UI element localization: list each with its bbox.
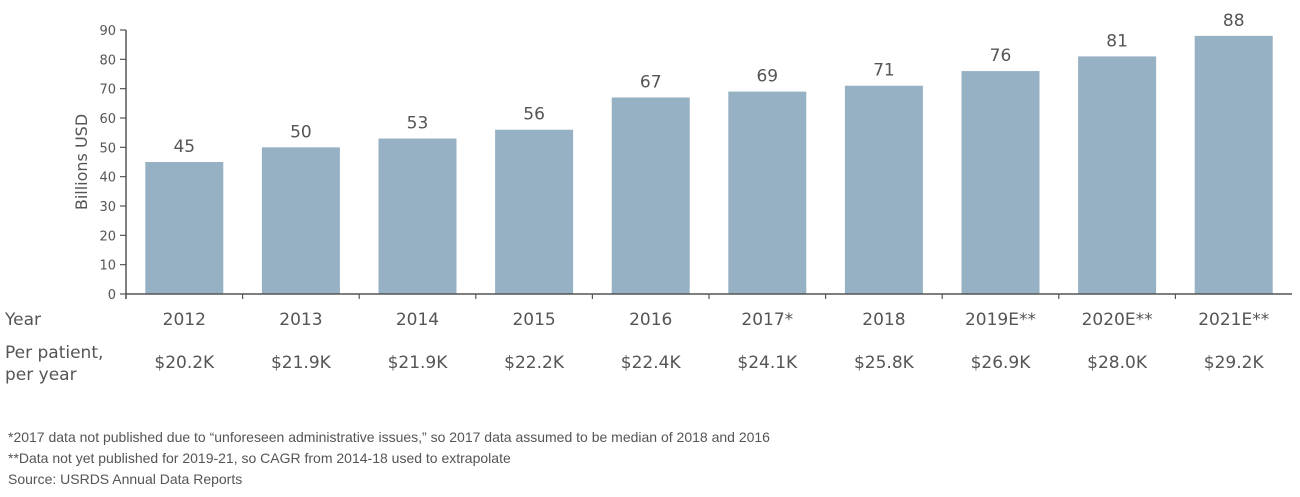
bar: [495, 129, 574, 294]
bar: [378, 138, 457, 294]
footnote-source: Source: USRDS Annual Data Reports: [8, 471, 243, 487]
bar: [611, 97, 690, 294]
row-label-per-year: per year: [5, 365, 77, 385]
data-label: 50: [290, 122, 312, 142]
bar: [728, 91, 807, 294]
y-tick-label: 50: [99, 141, 116, 156]
data-label: 53: [407, 114, 429, 134]
bar: [145, 162, 224, 294]
bar: [1194, 35, 1273, 294]
x-tick-label: 2018: [862, 310, 905, 330]
x-tick-label: 2021E**: [1198, 310, 1269, 330]
per-patient-value: $25.8K: [854, 353, 915, 373]
y-tick-label: 20: [99, 229, 116, 244]
x-tick-label: 2012: [163, 310, 206, 330]
bar: [961, 71, 1040, 294]
per-patient-value: $26.9K: [971, 353, 1032, 373]
y-tick-label: 30: [99, 200, 116, 215]
x-tick-label: 2020E**: [1082, 310, 1153, 330]
footnote-2017: *2017 data not published due to “unfores…: [8, 429, 770, 445]
data-label: 88: [1223, 11, 1245, 31]
data-label: 56: [523, 105, 545, 125]
y-axis-label: Billions USD: [72, 114, 91, 210]
y-tick-label: 70: [99, 83, 116, 98]
data-label: 67: [640, 72, 662, 92]
bar-chart: Billions USD Year Per patient, per year …: [4, 11, 1292, 385]
per-patient-value: $22.4K: [621, 353, 682, 373]
y-tick-label: 0: [108, 288, 116, 303]
row-label-year: Year: [4, 310, 41, 330]
bar: [1078, 56, 1157, 295]
per-patient-value: $28.0K: [1087, 353, 1148, 373]
y-tick-label: 80: [99, 53, 116, 68]
data-label: 81: [1106, 31, 1128, 51]
per-patient-value: $21.9K: [271, 353, 332, 373]
data-label: 45: [173, 137, 195, 157]
x-tick-label: 2015: [512, 310, 555, 330]
x-tick-label: 2016: [629, 310, 672, 330]
y-tick-label: 10: [99, 259, 116, 274]
y-tick-label: 60: [99, 112, 116, 127]
x-tick-label: 2014: [396, 310, 439, 330]
y-tick-label: 90: [99, 24, 116, 39]
bar: [261, 147, 340, 294]
x-tick-label: 2019E**: [965, 310, 1036, 330]
per-patient-value: $24.1K: [737, 353, 798, 373]
per-patient-value: $20.2K: [154, 353, 215, 373]
footnote-estimates: **Data not yet published for 2019-21, so…: [8, 450, 511, 466]
per-patient-value: $21.9K: [388, 353, 449, 373]
data-label: 71: [873, 61, 895, 81]
y-tick-label: 40: [99, 171, 116, 186]
bar: [844, 85, 923, 294]
data-label: 76: [990, 46, 1012, 66]
row-label-per-patient: Per patient,: [5, 343, 103, 363]
per-patient-value: $29.2K: [1204, 353, 1265, 373]
per-patient-value: $22.2K: [504, 353, 565, 373]
x-tick-label: 2013: [279, 310, 322, 330]
x-tick-label: 2017*: [741, 310, 793, 330]
data-label: 69: [756, 67, 778, 87]
